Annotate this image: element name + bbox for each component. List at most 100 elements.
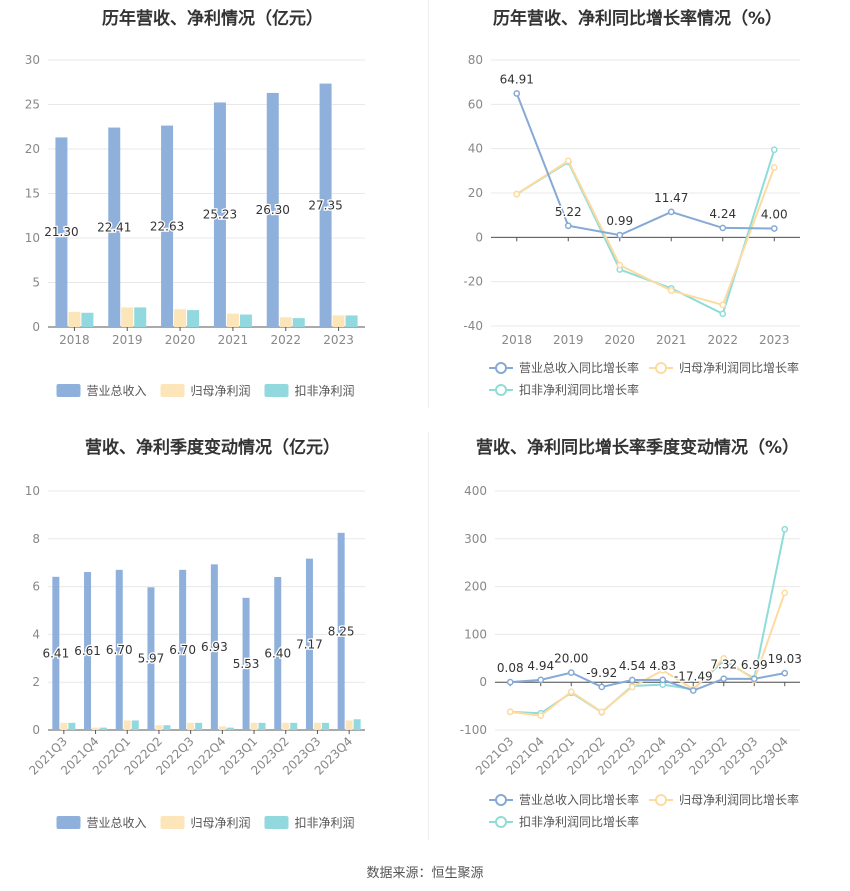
y-tick-label: 0 [32, 320, 40, 334]
x-tick-label: 2020 [604, 333, 635, 347]
data-point [720, 302, 725, 307]
legend-label: 扣非净利润同比增长率 [519, 814, 639, 829]
legend-label: 营业总收入同比增长率 [519, 792, 639, 807]
legend-swatch [57, 384, 81, 397]
data-label: -9.92 [586, 666, 617, 680]
y-tick-label: 60 [468, 97, 483, 111]
data-point [782, 590, 787, 595]
series-line [510, 529, 785, 713]
legend-swatch [265, 816, 289, 829]
data-point [569, 670, 574, 675]
bar [68, 723, 75, 730]
y-tick-label: 0 [479, 675, 487, 689]
data-label: 4.94 [527, 659, 554, 673]
bar [92, 728, 99, 730]
bar [354, 719, 361, 730]
data-label: 0.99 [606, 214, 633, 228]
data-label: 7.32 [710, 658, 737, 672]
bar [68, 312, 80, 327]
y-tick-label: 30 [25, 53, 40, 67]
data-point [566, 158, 571, 163]
y-tick-label: 20 [25, 142, 40, 156]
data-point [752, 676, 757, 681]
bar [100, 728, 107, 730]
y-tick-label: 6 [32, 580, 40, 594]
data-point [721, 676, 726, 681]
legend-marker [496, 385, 506, 395]
bar [333, 315, 345, 327]
data-point [508, 680, 513, 685]
series-line [510, 673, 785, 691]
series-line [510, 593, 785, 716]
bar [227, 728, 234, 730]
legend-swatch [161, 384, 185, 397]
annual-amounts-chart: 历年营收、净利情况（亿元） 0 5 10 15 20 25 30 21.30 22.41 22.6… [0, 0, 425, 410]
data-point [508, 709, 513, 714]
x-tick-label: 2022 [707, 333, 738, 347]
data-source: 数据来源：恒生聚源 [0, 862, 850, 881]
data-point [660, 677, 665, 682]
data-label: 11.47 [654, 191, 688, 205]
y-tick-label: 25 [25, 98, 40, 112]
bar [155, 725, 162, 730]
bar [174, 309, 186, 327]
legend-marker [656, 363, 666, 373]
data-point [514, 91, 519, 96]
x-tick-label: 2022 [270, 333, 301, 347]
bar [134, 307, 146, 327]
quarterly-amounts-chart: 营收、净利季度变动情况（亿元） 0 2 4 6 8 10 6.41 6.61 6.70 5.97 6… [0, 425, 425, 850]
data-label: 25.23 [203, 208, 237, 222]
data-label: 22.63 [150, 219, 184, 233]
y-tick-label: 40 [468, 142, 483, 156]
bar [81, 313, 93, 327]
bar [187, 723, 194, 730]
legend-swatch [57, 816, 81, 829]
y-tick-label: 10 [25, 484, 40, 498]
data-label: 7.17 [296, 637, 323, 651]
legend-label: 归母净利润同比增长率 [679, 360, 799, 375]
bar [187, 310, 199, 327]
y-tick-label: 4 [32, 627, 40, 641]
bar [132, 720, 139, 730]
data-point [538, 677, 543, 682]
data-label: 20.00 [554, 652, 588, 666]
legend-label: 扣非净利润 [295, 816, 355, 830]
data-point [514, 192, 519, 197]
bar [259, 723, 266, 730]
bar [227, 314, 239, 327]
data-label: 5.97 [138, 652, 165, 666]
data-point [569, 689, 574, 694]
annual-growth-plot: -40-2002040608064.915.220.9911.474.24 4.0… [425, 0, 850, 410]
legend-label: 营业总收入同比增长率 [519, 360, 639, 375]
x-tick-label: 2023 [759, 333, 790, 347]
y-tick-label: -20 [463, 275, 483, 289]
y-tick-label: 10 [25, 231, 40, 245]
data-label: 0.08 [497, 661, 524, 675]
quarterly-amounts-plot: 0 2 4 6 8 10 6.41 6.61 6.70 5.97 6.70 6.93 5.53 6.40 7… [0, 425, 425, 850]
x-tick-label: 2019 [112, 333, 143, 347]
y-tick-label: 0 [32, 723, 40, 737]
bar [124, 720, 131, 730]
data-label: 4.83 [649, 659, 676, 673]
y-tick-label: 20 [468, 186, 483, 200]
bar [280, 317, 292, 327]
legend-label: 营业总收入 [87, 384, 147, 398]
data-label: 6.99 [741, 658, 768, 672]
data-label: -17.49 [674, 670, 713, 684]
data-point [630, 684, 635, 689]
data-label: 8.25 [328, 624, 355, 638]
bar [251, 723, 258, 730]
legend-label: 归母净利润 [191, 816, 251, 830]
y-tick-label: 0 [475, 230, 483, 244]
legend-marker [496, 795, 506, 805]
y-tick-label: 15 [25, 187, 40, 201]
data-label: 6.41 [42, 646, 69, 660]
data-point [599, 684, 604, 689]
data-label: 21.30 [44, 225, 78, 239]
bar [290, 723, 297, 730]
bar [195, 723, 202, 730]
bar [322, 723, 329, 730]
legend-marker [496, 817, 506, 827]
data-label: 6.93 [201, 640, 228, 654]
